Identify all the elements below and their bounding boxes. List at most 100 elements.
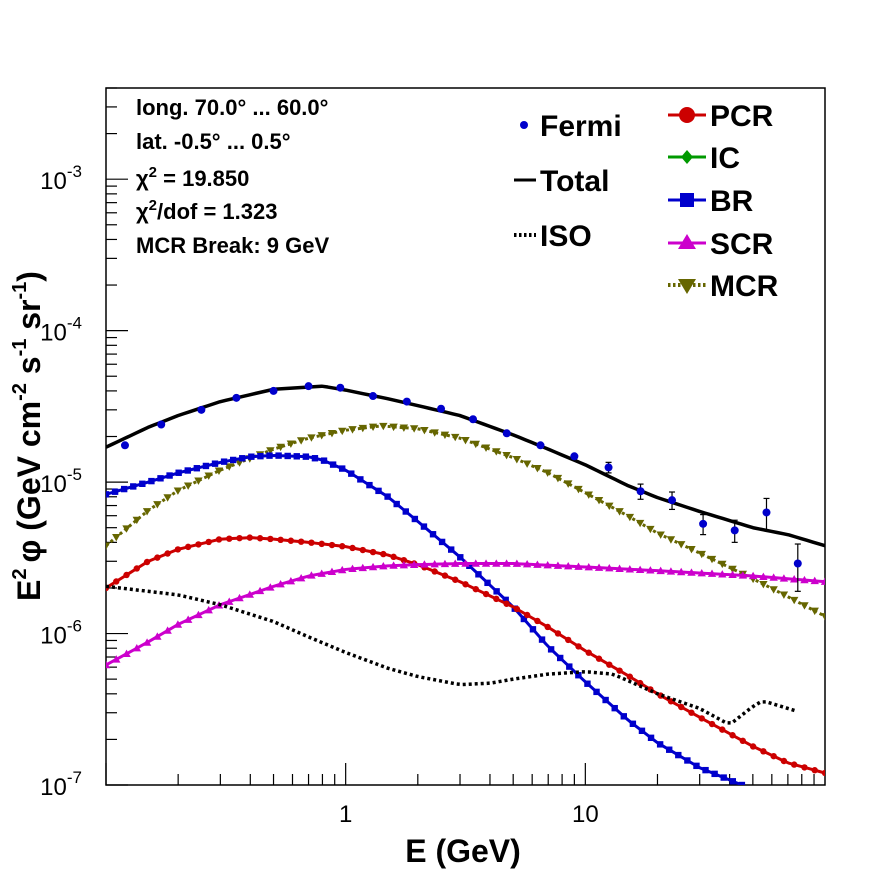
series-marker-pcr [688,709,695,716]
series-marker-mcr [574,485,583,494]
series-marker-scr [255,586,265,595]
series-marker-scr [173,620,183,628]
legend-entry-mcr: MCR [668,270,779,303]
legend-label-scr: SCR [710,228,774,261]
series-marker-mcr [707,555,717,564]
series-marker-mcr [605,502,614,510]
series-line-total [106,384,825,548]
annotation-mcr-break: MCR Break: 9 GeV [136,233,330,258]
series-marker-scr [574,562,583,570]
series-marker-scr [307,571,316,579]
series-marker-pcr [534,617,541,625]
series-marker-scr [142,638,152,646]
series-marker-pcr [287,537,295,544]
series-marker-pcr [493,595,500,603]
series-marker-mcr [338,427,347,436]
series-marker-pcr [133,565,141,572]
legend-label-iso: ISO [540,220,592,253]
series-marker-mcr [789,596,799,605]
annotation-latitude: lat. -0.5° ... 0.5° [136,129,291,154]
series-marker-br [566,663,573,670]
series-marker-br [157,475,164,482]
legend-marker-ic [681,150,693,164]
series-marker-scr [564,561,573,570]
fermi-point [636,487,645,496]
fermi-point [120,441,129,450]
series-marker-br [656,741,664,748]
series-marker-pcr [616,667,623,674]
series-marker-br [375,487,382,495]
series-marker-mcr [307,434,316,442]
series-marker-br [293,453,300,460]
series-marker-scr [461,559,470,567]
series-marker-scr [379,562,388,570]
series-marker-br [647,734,655,742]
series-marker-scr [687,568,696,576]
series-marker-pcr [739,737,747,745]
series-marker-mcr [492,448,501,456]
fermi-point [668,496,677,505]
series-marker-scr [276,580,285,588]
series-marker-mcr [769,586,778,594]
series-marker-pcr [482,590,490,598]
series-marker-br [338,465,346,472]
y-tick-label: 10-7 [40,768,82,801]
series-marker-pcr [318,540,325,548]
series-marker-br [457,554,464,561]
series-marker-scr [399,561,409,569]
series-marker-mcr [656,531,665,539]
series-marker-br [202,462,210,470]
series-marker-pcr [246,534,253,541]
series-line-br [106,454,743,785]
series-marker-mcr [759,580,768,589]
series-marker-scr [533,560,542,568]
series-marker-mcr [718,560,727,569]
y-tick-label: 10-3 [40,162,82,195]
series-marker-br [329,461,337,468]
series-marker-scr [543,560,552,569]
series-marker-br [166,472,173,479]
series-marker-mcr [687,545,696,554]
series-marker-mcr [112,533,121,542]
series-marker-scr [728,570,737,579]
series-marker-mcr [153,501,162,509]
series-marker-pcr [205,538,212,546]
series-marker-br [738,781,746,785]
series-marker-pcr [339,543,346,550]
series-marker-mcr [635,519,645,528]
series-marker-pcr [606,661,613,668]
series-marker-scr [183,615,193,623]
series-marker-pcr [308,539,315,546]
series-iso [106,584,796,725]
series-marker-scr [368,562,378,571]
fermi-point [730,526,739,535]
series-marker-br [211,460,219,467]
series-marker-pcr [790,761,798,768]
series-marker-pcr [503,600,510,607]
series-marker-mcr [163,494,172,502]
fermi-point [793,559,802,568]
series-marker-mcr [317,432,326,440]
series-marker-scr [759,572,768,580]
series-marker-pcr [821,769,825,777]
series-marker-pcr [277,536,284,544]
series-marker-pcr [811,767,818,774]
series-marker-mcr [502,452,511,460]
series-marker-mcr [533,464,542,473]
legend-marker-fermi [520,121,528,129]
series-marker-br [429,531,437,538]
series-marker-br [557,654,564,662]
series-marker-scr [389,561,398,569]
series-marker-scr [266,583,275,591]
series-marker-scr [296,573,306,582]
series-marker-br [248,453,255,460]
fermi-point [402,397,411,406]
fermi-point [502,429,511,438]
series-marker-scr [810,576,819,585]
series-marker-pcr [452,576,459,583]
fermi-point [269,386,278,395]
series-marker-scr [204,605,213,614]
series-marker-mcr [430,429,439,437]
series-marker-mcr [368,423,378,432]
